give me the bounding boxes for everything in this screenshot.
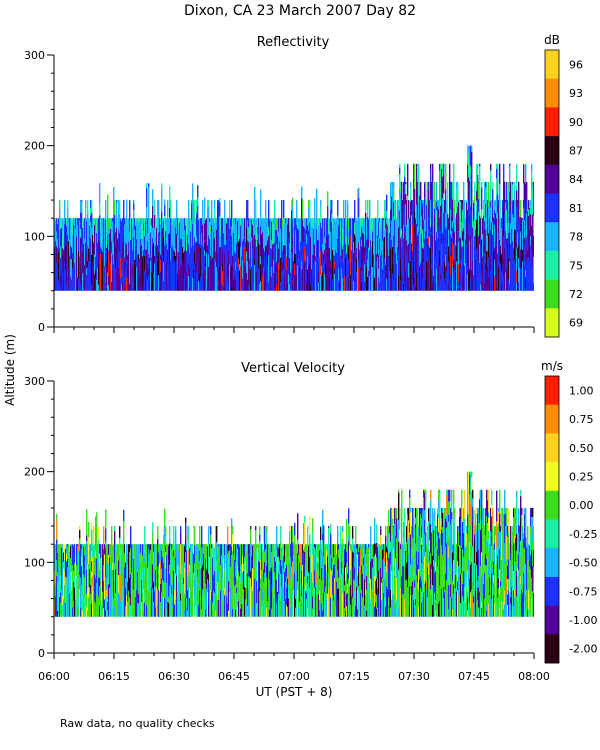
colorbar-swatch <box>545 136 559 166</box>
colorbar-label: 0.75 <box>569 413 594 426</box>
colorbar-label: 1.00 <box>569 384 594 397</box>
colorbar-swatch <box>545 308 559 338</box>
colorbar-label: 96 <box>569 58 583 71</box>
colorbar-label: 75 <box>569 259 583 272</box>
velocity-panel: Vertical Velocity 0 100 200 300 06:00 06:15 06… <box>24 359 597 683</box>
velocity-axes: 0 100 200 300 06:00 06:15 06:30 06:45 07:00 07:15… <box>24 375 550 683</box>
reflectivity-colorbar: 96 93 90 87 84 81 78 75 72 69 dB <box>544 33 583 338</box>
y-tick-label: 300 <box>24 49 45 62</box>
x-axis-label: UT (PST + 8) <box>256 685 333 699</box>
footnote: Raw data, no quality checks <box>60 717 215 730</box>
colorbar-swatch <box>545 222 559 252</box>
reflectivity-title: Reflectivity <box>257 35 330 50</box>
colorbar-unit: m/s <box>541 359 563 373</box>
reflectivity-field <box>54 145 534 291</box>
colorbar-label: 78 <box>569 231 583 244</box>
x-tick-label: 07:30 <box>398 670 430 683</box>
colorbar-label: 0.00 <box>569 499 594 512</box>
colorbar-label: 72 <box>569 288 583 301</box>
reflectivity-plot <box>54 145 534 291</box>
colorbar-label: 93 <box>569 87 583 100</box>
colorbar-swatch <box>545 50 559 79</box>
x-tick-label: 07:45 <box>458 670 490 683</box>
colorbar-swatch <box>545 519 559 549</box>
colorbar-swatch <box>545 576 559 606</box>
y-axis-label: Altitude (m) <box>3 334 17 406</box>
colorbar-swatch <box>545 376 559 405</box>
velocity-field <box>54 471 534 617</box>
colorbar-unit: dB <box>544 33 560 47</box>
colorbar-label: 90 <box>569 116 583 129</box>
colorbar-swatch <box>545 548 559 578</box>
colorbar-label: 0.25 <box>569 470 594 483</box>
colorbar-label: 0.50 <box>569 442 594 455</box>
x-tick-label: 07:15 <box>338 670 370 683</box>
colorbar-swatch <box>545 634 559 664</box>
x-tick-label: 06:30 <box>158 670 190 683</box>
colorbar-swatch <box>545 164 559 194</box>
y-tick-label: 100 <box>24 230 45 243</box>
colorbar-swatch <box>545 78 559 108</box>
colorbar-label: -0.75 <box>569 585 597 598</box>
colorbar-label: -1.00 <box>569 614 597 627</box>
colorbar-label: -2.00 <box>569 643 597 656</box>
colorbar-frame <box>544 49 560 338</box>
colorbar-swatch <box>545 490 559 520</box>
y-tick-label: 100 <box>24 556 45 569</box>
colorbar-frame <box>544 375 560 664</box>
colorbar-label: 81 <box>569 202 583 215</box>
colorbar-swatch <box>545 404 559 434</box>
figure-title: Dixon, CA 23 March 2007 Day 82 <box>184 3 416 19</box>
y-tick-label: 0 <box>38 647 45 660</box>
colorbar-swatch <box>545 433 559 463</box>
colorbar-swatch <box>545 250 559 280</box>
x-tick-label: 08:00 <box>518 670 550 683</box>
x-tick-label: 06:45 <box>218 670 250 683</box>
colorbar-swatch <box>545 605 559 635</box>
colorbar-swatch <box>545 462 559 492</box>
x-tick-label: 06:15 <box>98 670 130 683</box>
velocity-title: Vertical Velocity <box>241 361 345 376</box>
colorbar-label: -0.50 <box>569 557 597 570</box>
reflectivity-axes: 0 100 200 300 <box>24 49 535 334</box>
reflectivity-panel: Reflectivity 0 100 200 300 96 93 90 87 84 81 78 75… <box>24 33 583 338</box>
x-tick-label: 07:00 <box>278 670 310 683</box>
x-tick-label: 06:00 <box>38 670 70 683</box>
colorbar-label: -0.25 <box>569 528 597 541</box>
y-tick-label: 200 <box>24 466 45 479</box>
colorbar-label: 69 <box>569 317 583 330</box>
y-tick-label: 200 <box>24 140 45 153</box>
colorbar-label: 87 <box>569 144 583 157</box>
y-tick-label: 0 <box>38 321 45 334</box>
velocity-plot <box>54 471 534 617</box>
y-tick-label: 300 <box>24 375 45 388</box>
colorbar-swatch <box>545 107 559 137</box>
velocity-colorbar: 1.00 0.75 0.50 0.25 0.00 -0.25 -0.50 -0.75 -1.00… <box>541 359 597 664</box>
colorbar-label: 84 <box>569 173 583 186</box>
colorbar-swatch <box>545 193 559 223</box>
colorbar-swatch <box>545 279 559 309</box>
